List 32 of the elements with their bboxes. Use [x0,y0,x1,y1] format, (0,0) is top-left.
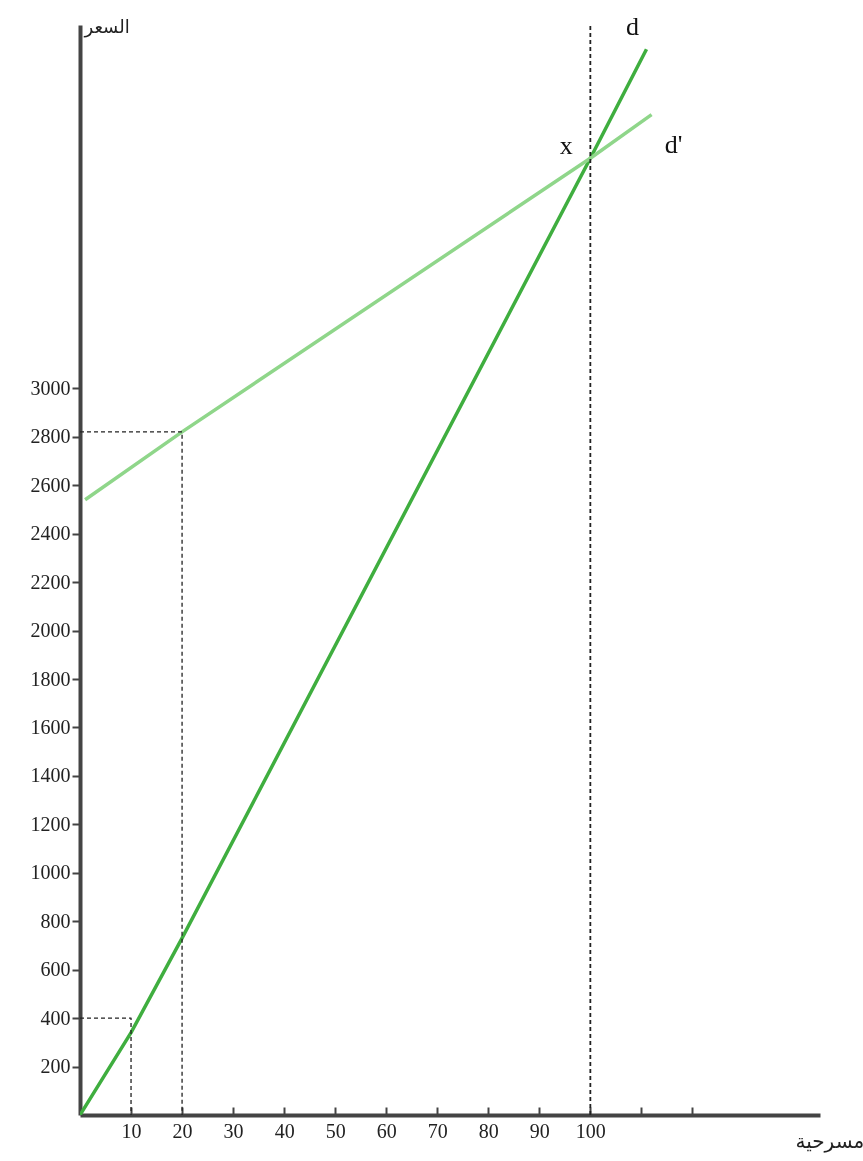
y-tick-label: 1000 [30,861,71,884]
annotation: x [559,131,573,161]
x-tick-label: 60 [376,1119,397,1142]
annotation: d [625,12,639,42]
line-series [80,47,649,1115]
x-tick-label: 70 [427,1119,448,1142]
y-tick-label: 2400 [30,522,71,545]
x-tick-label: 40 [274,1119,295,1142]
x-tick-label: 30 [223,1119,244,1142]
y-tick-label: 600 [40,958,71,981]
x-tick-label: 80 [478,1119,499,1142]
y-tick-label: 1600 [30,715,71,738]
y-tick-label: 200 [40,1055,71,1078]
y-tick-label: 800 [40,909,71,932]
x-tick-label: 50 [325,1119,346,1142]
x-tick-label: 10 [121,1119,142,1142]
y-tick-label: 1200 [30,812,71,835]
y-tick-label: 2800 [30,425,71,448]
y-tick-label: 1800 [30,667,71,690]
y-tick-label: 2600 [30,473,71,496]
x-tick-label: 20 [172,1119,193,1142]
y-tick-label: 2200 [30,570,71,593]
y-tick-label: 400 [40,1006,71,1029]
y-axis-title: السعر [83,15,130,38]
annotation: d' [664,129,683,159]
x-axis-title: مسرحية [795,1128,863,1153]
x-tick-label: 90 [529,1119,550,1142]
x-tick-label: 100 [575,1119,606,1142]
y-tick-label: 1400 [30,764,71,787]
y-tick-label: 2000 [30,619,71,642]
line-series [83,112,654,502]
y-tick-label: 3000 [30,376,71,399]
